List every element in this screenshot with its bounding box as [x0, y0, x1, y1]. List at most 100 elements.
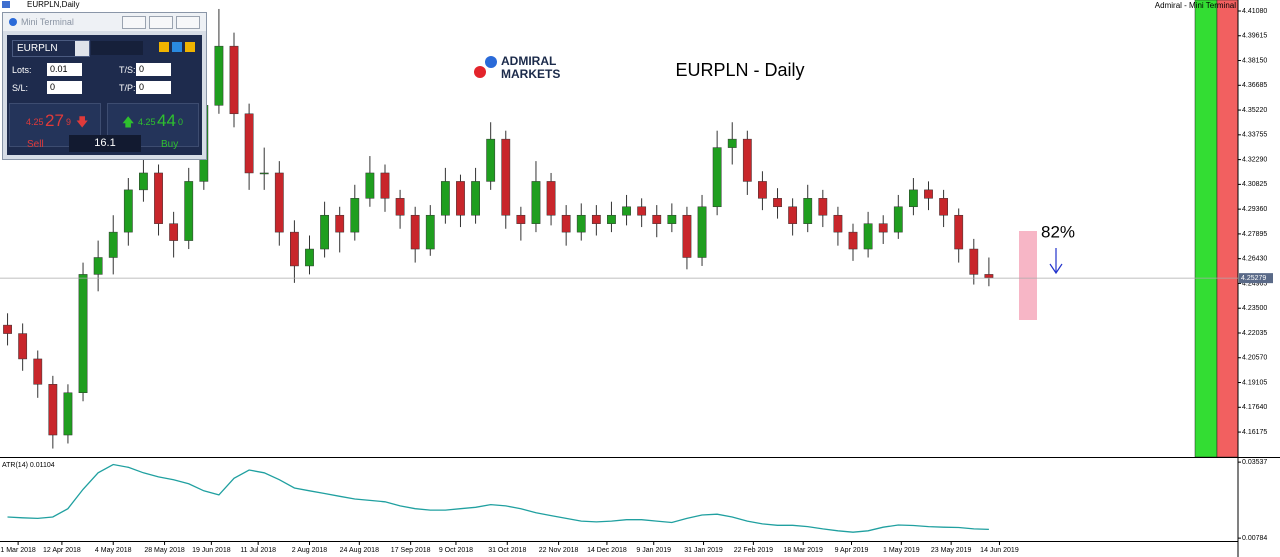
candle-body [909, 189, 918, 208]
x-tick-label: 19 Jun 2018 [192, 547, 231, 554]
y-tick-label: 4.26430 [1242, 256, 1267, 263]
y-tick-label: 4.24965 [1242, 280, 1267, 287]
x-tick-label: 14 Jun 2019 [980, 547, 1019, 554]
candle-body [3, 324, 12, 334]
price-part: 4.25 [138, 117, 156, 127]
sell-button[interactable]: Sell [27, 139, 44, 150]
y-tick-label: 4.33755 [1242, 132, 1267, 139]
x-tick-label: 28 May 2018 [144, 547, 185, 554]
tp-input[interactable]: 0 [136, 81, 171, 94]
x-tick-label: 12 Apr 2018 [43, 547, 81, 554]
price-part: 0 [178, 117, 184, 127]
x-tick-label: 22 Nov 2018 [539, 547, 579, 554]
logo-text: ADMIRAL [501, 54, 556, 68]
candle-body [833, 214, 843, 233]
close-button[interactable] [176, 16, 200, 29]
y-tick-label: 4.16175 [1242, 429, 1267, 436]
x-tick-label: 17 Sep 2018 [391, 547, 431, 554]
candle-body [274, 172, 284, 233]
candle-body [546, 181, 556, 216]
candle-body [229, 45, 239, 115]
candle-body [788, 206, 798, 224]
candle-body [622, 206, 631, 216]
window-icon [2, 1, 10, 8]
y-tick-label: 4.29360 [1242, 206, 1267, 213]
candle-body [139, 172, 148, 191]
field-value: 0.01 [50, 64, 68, 74]
candle-body [169, 223, 179, 241]
candle-body [244, 113, 254, 174]
field [91, 41, 143, 55]
price-part: 9 [66, 117, 72, 127]
last-price-box [1239, 273, 1273, 284]
candle-body [984, 274, 994, 279]
candle-body [878, 223, 888, 233]
candle-body [259, 172, 269, 175]
lots-input[interactable]: 0.01 [47, 63, 82, 76]
candle-body [954, 214, 964, 250]
candle-body [682, 214, 692, 258]
candle-body [350, 198, 360, 233]
field-label: Lots: [12, 65, 32, 75]
indicator-line [7, 463, 989, 533]
candle-body [742, 138, 752, 182]
candle-body [803, 198, 813, 224]
candle-body [637, 206, 647, 216]
terminal-body: EURPLN Lots: 0.01 T/S: 0 S/L: 0 T/P: 0 4… [7, 35, 202, 155]
buy-button[interactable]: Buy [161, 139, 179, 150]
candle-body [727, 138, 737, 148]
candle-body [365, 172, 375, 199]
candle-body [425, 214, 435, 250]
y-tick-label: 4.20570 [1242, 355, 1267, 362]
candle-body [939, 198, 948, 216]
price-part: 4.25 [26, 117, 44, 127]
candle-body [893, 206, 903, 233]
candle-body [591, 214, 601, 224]
candle-body [607, 214, 616, 224]
field-value: 0 [139, 82, 145, 92]
logo-text: MARKETS [501, 67, 560, 81]
candle-body [471, 181, 480, 216]
y-tick-label: 4.22035 [1242, 330, 1267, 337]
minimize-button[interactable] [122, 16, 146, 29]
y-tick-label: 4.41080 [1242, 8, 1267, 15]
field-value: 0 [139, 64, 145, 74]
window-title: EURPLN,Daily [27, 0, 79, 9]
indicator-label: ATR(14) 0.01104 [2, 462, 55, 469]
maximize-button[interactable] [149, 16, 173, 29]
indicator-bar [1194, 0, 1218, 458]
x-tick-label: 31 Oct 2018 [488, 547, 526, 554]
candle-body [561, 214, 571, 233]
ts-input[interactable]: 0 [136, 63, 171, 76]
candle-body [773, 198, 782, 208]
indicator-bar [1216, 0, 1239, 458]
x-tick-label: 9 Apr 2019 [835, 547, 869, 554]
symbol: EURPLN [17, 43, 58, 54]
candle-body [712, 147, 722, 208]
x-tick-label: 1 May 2019 [883, 547, 920, 554]
annotation-arrow [1049, 248, 1063, 275]
x-tick-label: 2 Aug 2018 [292, 547, 328, 554]
indicator-tick-label: 0.00784 [1242, 535, 1267, 542]
terminal-titlebar: Mini Terminal [3, 13, 206, 31]
candle-body [395, 198, 405, 216]
y-tick-label: 4.38150 [1242, 57, 1267, 64]
symbol-select[interactable]: EURPLN [12, 40, 90, 57]
candle-body [969, 248, 979, 275]
candle-body [758, 181, 767, 199]
candle-body [290, 231, 299, 267]
terminal-title: Mini Terminal [21, 17, 74, 27]
candle-body [18, 333, 28, 360]
field-label: T/S: [119, 65, 136, 75]
x-tick-label: 31 Jan 2019 [684, 547, 723, 554]
spread-value: 16.1 [94, 137, 116, 149]
y-tick-label: 4.32290 [1242, 156, 1267, 163]
candle-body [667, 214, 677, 224]
field-value: 0 [50, 82, 56, 92]
x-tick-label: 23 May 2019 [931, 547, 972, 554]
sl-input[interactable]: 0 [47, 81, 82, 94]
candle-body [410, 214, 420, 250]
candle-body [184, 181, 194, 241]
last-price-label: 4.25279 [1241, 275, 1266, 282]
